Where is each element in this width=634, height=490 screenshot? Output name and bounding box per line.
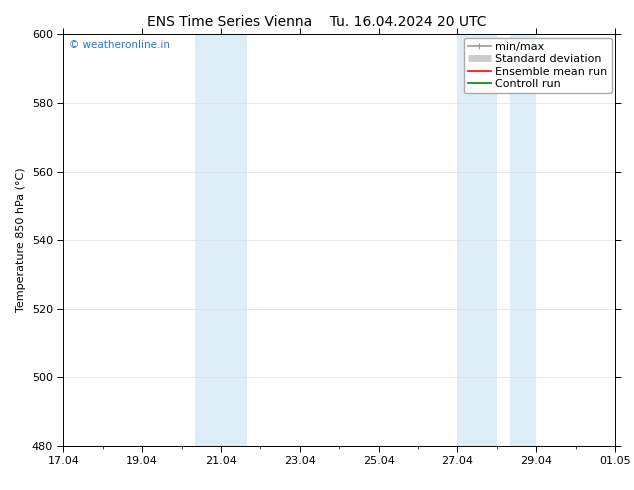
Bar <box>195 34 247 446</box>
Y-axis label: Temperature 850 hPa (°C): Temperature 850 hPa (°C) <box>16 168 26 313</box>
Bar <box>457 34 497 446</box>
Text: © weatheronline.in: © weatheronline.in <box>69 41 170 50</box>
Text: ENS Time Series Vienna    Tu. 16.04.2024 20 UTC: ENS Time Series Vienna Tu. 16.04.2024 20… <box>147 15 487 29</box>
Bar <box>510 34 536 446</box>
Legend: min/max, Standard deviation, Ensemble mean run, Controll run: min/max, Standard deviation, Ensemble me… <box>464 38 612 93</box>
